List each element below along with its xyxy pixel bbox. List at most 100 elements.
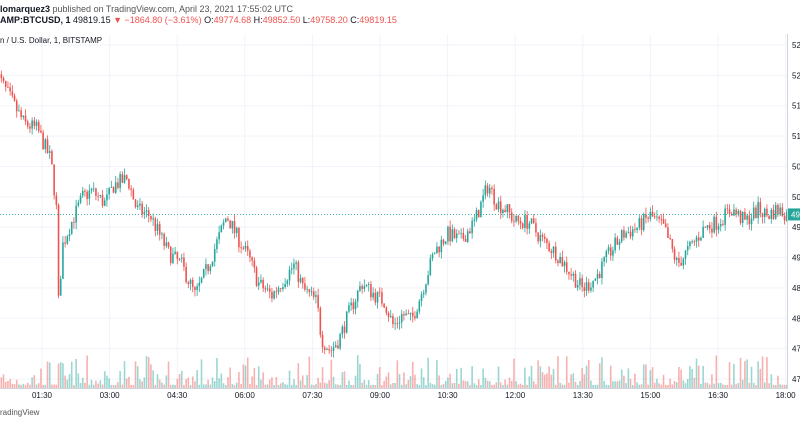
volume-bar <box>722 384 724 388</box>
volume-bar <box>143 377 146 388</box>
candle-body <box>341 326 344 335</box>
volume-bar <box>570 374 572 388</box>
candle-body <box>44 139 47 150</box>
y-tick-label: 47 <box>792 345 800 354</box>
volume-bar <box>653 382 656 388</box>
volume-bar <box>367 380 370 388</box>
volume-bar <box>282 382 284 388</box>
volume-bar <box>385 376 388 388</box>
candle-body <box>706 225 709 228</box>
volume-bar <box>667 384 669 388</box>
volume-bar <box>198 384 201 388</box>
candle-body <box>227 218 229 221</box>
volume-bar <box>480 384 482 388</box>
volume-bar <box>108 378 110 388</box>
volume-bar <box>141 381 143 388</box>
candle-body <box>282 287 284 290</box>
candle-body <box>392 315 394 325</box>
volume-bar <box>638 384 641 388</box>
volume-bar <box>466 381 469 388</box>
candle-body <box>702 226 704 238</box>
volume-bar <box>169 384 172 388</box>
volume-bar <box>95 380 97 388</box>
candle-body <box>180 257 183 259</box>
candle-body <box>557 260 559 264</box>
volume-bar <box>123 361 126 388</box>
candle-body <box>431 254 434 259</box>
candle-body <box>348 305 350 312</box>
volume-bar <box>770 374 773 388</box>
candle-body <box>686 246 689 251</box>
candle-body <box>506 204 509 213</box>
volume-bar <box>271 377 273 388</box>
candle-body <box>257 282 260 286</box>
volume-bar <box>449 373 451 388</box>
volume-bar <box>207 379 209 388</box>
author-name[interactable]: lomarquez3 <box>0 4 51 14</box>
volume-bar <box>482 368 484 388</box>
volume-bar <box>275 376 278 388</box>
candle-body <box>609 247 612 256</box>
candle-body <box>768 215 770 220</box>
candle-body <box>568 271 570 275</box>
volume-bar <box>29 384 31 388</box>
volume-bar <box>768 383 770 388</box>
volume-bar <box>398 374 401 388</box>
volume-bar <box>660 384 663 388</box>
volume-bar <box>557 356 559 388</box>
candle-body <box>484 185 487 196</box>
candle-body <box>651 211 654 217</box>
candle-body <box>46 139 49 153</box>
volume-bar <box>772 384 775 388</box>
candle-body <box>40 130 42 133</box>
candle-body <box>466 231 469 242</box>
candle-body <box>627 231 630 233</box>
candle-body <box>224 218 227 223</box>
low-label: L: <box>302 15 311 25</box>
candle-body <box>125 175 128 179</box>
candle-body <box>187 282 190 284</box>
candle-body <box>174 251 176 254</box>
candle-body <box>196 286 198 291</box>
volume-bar <box>251 376 253 388</box>
volume-bar <box>332 376 335 388</box>
volume-bar <box>196 370 198 388</box>
volume-bar <box>354 375 357 388</box>
candle-body <box>165 242 168 246</box>
volume-bar <box>145 356 148 388</box>
candle-body <box>411 312 414 317</box>
volume-bar <box>345 384 348 388</box>
candle-body <box>416 311 418 319</box>
candle-body <box>750 218 753 225</box>
candle-body <box>18 110 20 112</box>
candle-body <box>350 302 352 306</box>
volume-bar <box>603 380 605 388</box>
volume-bar <box>425 384 427 388</box>
candle-body <box>356 290 359 302</box>
volume-bar <box>781 384 784 388</box>
candle-body <box>152 218 154 220</box>
candle-body <box>205 264 207 270</box>
volume-bar <box>504 379 506 388</box>
candle-body <box>554 246 557 261</box>
volume-bar <box>592 384 594 388</box>
volume-bar <box>240 384 242 388</box>
volume-bar <box>433 384 436 388</box>
candle-body <box>337 345 339 349</box>
volume-bar <box>777 375 779 388</box>
candle-body <box>207 264 209 272</box>
candle-body <box>664 223 667 228</box>
volume-bar <box>605 384 608 388</box>
volume-bar <box>746 359 748 388</box>
volume-bar <box>227 377 229 388</box>
volume-bar <box>365 384 368 388</box>
volume-bar <box>541 372 544 388</box>
candle-body <box>422 292 425 295</box>
y-tick-label: 52 <box>792 71 800 80</box>
candle-body <box>779 207 781 215</box>
volume-bar <box>640 384 643 388</box>
candle-body <box>326 349 328 351</box>
volume-bar <box>724 384 726 388</box>
volume-bar <box>293 379 295 388</box>
